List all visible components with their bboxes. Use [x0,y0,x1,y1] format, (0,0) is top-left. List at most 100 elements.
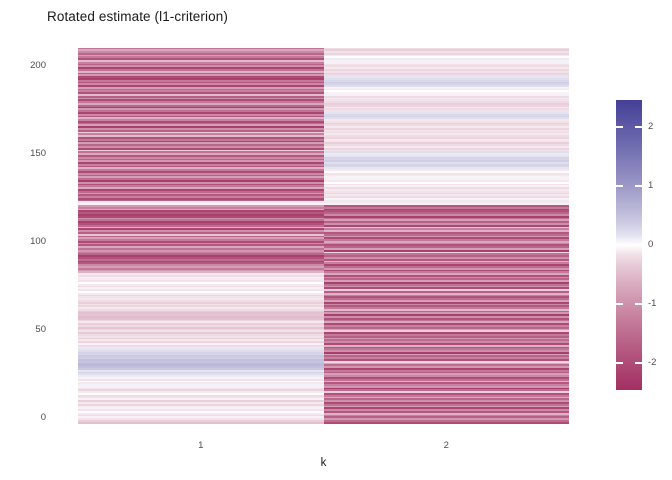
heatmap-cell [78,74,324,77]
heatmap-cell [323,292,569,295]
heatmap-cell [323,68,569,72]
heatmap-cell [78,122,324,125]
heatmap-cell [323,226,569,229]
heatmap-cell [323,235,569,238]
heatmap-cell [78,167,324,170]
heatmap-cell [78,325,324,328]
heatmap-cell [323,167,569,170]
colorbar-tick-label: 2 [648,120,654,132]
heatmap-cell [78,249,324,252]
x-tick-label: 1 [198,440,204,451]
heatmap-cell [323,253,569,256]
heatmap-cell [78,321,324,324]
heatmap-cell [323,317,569,321]
heatmap-cell [323,255,569,258]
heatmap-cell [323,214,569,217]
heatmap-cell [323,221,569,224]
heatmap-cell [323,215,569,218]
heatmap-cell [323,339,569,342]
heatmap-cell [323,301,569,304]
heatmap-cell [323,264,569,267]
y-tick-label: 150 [30,147,46,159]
heatmap-cell [323,298,569,301]
heatmap-cell [78,240,324,244]
heatmap-cell [78,99,324,102]
heatmap-cell [323,201,569,204]
heatmap-cell [323,414,569,417]
colorbar-tick-label: -1 [648,298,657,310]
heatmap-cell [78,316,324,319]
heatmap-cell [78,283,324,287]
heatmap-cell [323,54,569,57]
heatmap-cell [323,99,569,102]
heatmap-cell [78,51,324,54]
heatmap-cell [78,197,324,201]
heatmap-cell [78,171,324,174]
heatmap-cell [78,244,324,247]
heatmap-cell [323,258,569,261]
heatmap-cell [78,151,324,154]
heatmap-cell [323,113,569,116]
heatmap-cell [323,231,569,235]
heatmap-cell [323,385,569,389]
heatmap-cell [78,221,324,224]
heatmap-cell [323,282,569,285]
heatmap-cell [78,262,324,265]
heatmap-cell [323,305,569,308]
heatmap-cell [323,323,569,326]
heatmap-cell [323,303,569,306]
heatmap-cell [323,239,569,242]
heatmap-cell [323,90,569,93]
heatmap-cell [78,348,324,351]
heatmap-cell [323,328,569,331]
heatmap-cell [78,280,324,283]
heatmap-cell [323,396,569,399]
heatmap-cell [78,312,324,315]
heatmap-cell [78,165,324,168]
heatmap-cell [78,60,324,63]
heatmap-cell [323,299,569,303]
heatmap-cell [323,197,569,201]
heatmap-cell [323,260,569,263]
heatmap-cell [323,131,569,134]
heatmap-cell [323,246,569,249]
heatmap-cell [78,97,324,100]
heatmap-cell [323,380,569,383]
heatmap-cell [78,178,324,181]
heatmap-cell [323,165,569,168]
heatmap-cell [78,414,324,417]
heatmap-cell [323,92,569,95]
heatmap-cell [78,147,324,150]
colorbar-tick [616,125,623,128]
heatmap-cell [78,119,324,122]
heatmap-cell [78,291,324,294]
heatmap-cell [78,58,324,61]
heatmap-cell [323,169,569,172]
heatmap-cell [78,419,324,423]
heatmap-cell [323,217,569,220]
heatmap-cell [323,219,569,222]
heatmap-cell [323,83,569,86]
plot-panel [78,47,569,424]
heatmap-cell [323,228,569,231]
heatmap-cell [78,149,324,152]
heatmap-cell [78,242,324,245]
heatmap-cell [78,79,324,82]
heatmap-cell [323,128,569,131]
heatmap-cell [78,369,324,372]
heatmap-cell [323,355,569,358]
heatmap-cell [78,353,324,356]
heatmap-cell [78,131,324,134]
heatmap-cell [323,330,569,333]
heatmap-cell [323,307,569,310]
heatmap-cell [78,344,324,347]
heatmap-cell [323,205,569,208]
heatmap-cell [323,60,569,63]
y-tick-label: 100 [30,235,46,247]
heatmap-cell [323,58,569,61]
heatmap-cell [78,179,324,183]
heatmap-cell [323,350,569,353]
heatmap-cell [323,49,569,52]
heatmap-cell [323,273,569,276]
heatmap-cell [323,160,569,163]
